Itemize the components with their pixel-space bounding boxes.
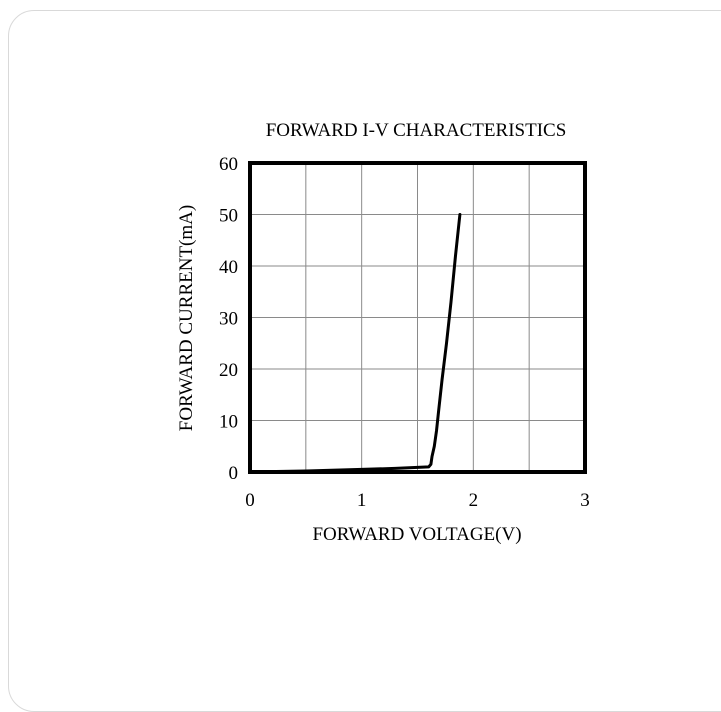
chart-card [8,10,721,712]
data-point [433,445,436,448]
data-point [441,378,443,381]
data-point [450,301,452,303]
data-point [437,409,440,412]
data-point [394,467,396,470]
data-point [435,430,438,432]
x-tick-label: 2 [469,490,479,511]
y-tick-label: 10 [219,412,238,433]
y-tick-label: 20 [219,360,238,381]
data-point [454,254,457,257]
data-point [427,466,430,468]
y-tick-label: 60 [219,154,238,175]
series-layer [248,213,462,474]
x-tick-label: 1 [357,490,367,511]
data-point [360,468,363,471]
y-tick-label: 40 [219,257,238,278]
x-tick-label: 0 [245,490,255,511]
chart-title: FORWARD I-V CHARACTERISTICS [266,120,567,141]
series-line [248,213,462,474]
y-axis-label: FORWARD CURRENT(mA) [176,205,197,431]
data-point [431,455,433,458]
x-axis-label: FORWARD VOLTAGE(V) [312,524,521,545]
data-point [430,463,432,466]
y-tick-label: 30 [219,309,238,330]
data-point [416,466,419,469]
y-tick-label: 50 [219,206,238,227]
data-point [459,213,461,216]
y-tick-label: 0 [229,463,239,484]
data-point [445,342,448,345]
x-tick-label: 3 [580,490,590,511]
plot-frame [248,161,587,474]
grid-lines [250,163,585,472]
iv-chart: FORWARD I-V CHARACTERISTICS 0 1 2 301020304… [176,120,590,545]
